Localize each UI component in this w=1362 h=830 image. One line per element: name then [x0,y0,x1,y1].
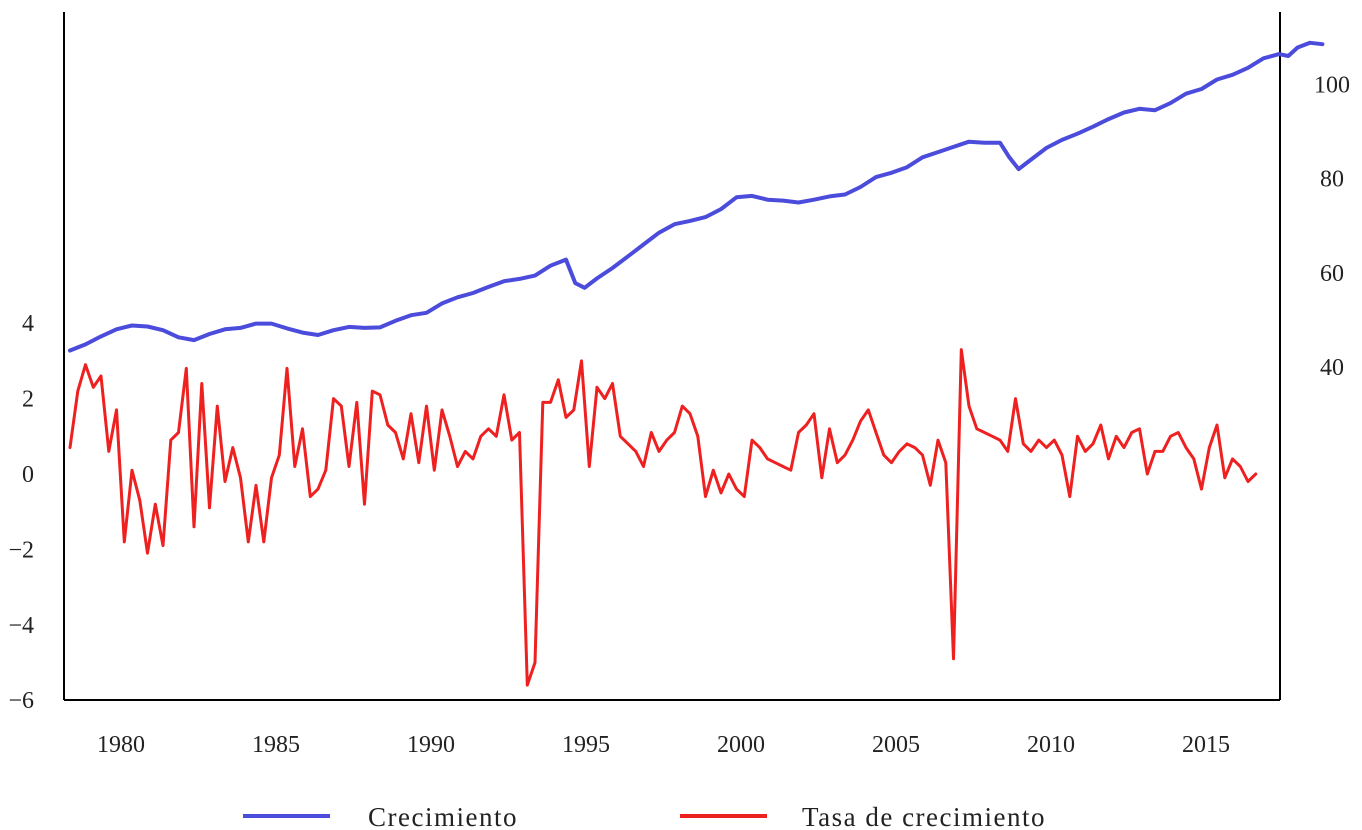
right-tick-label: 60 [1320,261,1344,287]
series-layer [68,40,1325,687]
x-tick-label: 1995 [562,732,610,758]
right-tick-label: 120 [1314,0,1350,4]
legend: Crecimiento Tasa de crecimiento [243,802,1046,830]
left-tick-label: −2 [8,537,34,563]
legend-label: Tasa de crecimiento [802,802,1046,830]
right-tick-label: 80 [1320,167,1344,193]
x-tick-label: 1980 [97,732,145,758]
legend-label: Crecimiento [368,802,518,830]
left-tick-label: 4 [22,311,34,337]
right-tick-label: 40 [1320,355,1344,381]
x-axis-ticks: 1980 1985 1990 1995 2000 2005 2010 2015 [97,732,1230,758]
series-line-tasa-de-crecimiento [68,348,1258,687]
x-tick-label: 1985 [252,732,300,758]
left-tick-label: 2 [22,387,34,413]
x-tick-label: 2000 [717,732,765,758]
x-tick-label: 2005 [872,732,920,758]
x-tick-label: 2010 [1027,732,1075,758]
left-tick-label: 0 [22,462,34,488]
left-axis-ticks: 4 2 0 −2 −4 −6 [8,311,34,714]
left-tick-label: −4 [8,613,34,639]
series-line-crecimiento [68,40,1325,353]
right-tick-label: 100 [1314,72,1350,98]
left-tick-label: −6 [8,688,34,714]
x-tick-label: 1990 [407,732,455,758]
x-tick-label: 2015 [1182,732,1230,758]
right-axis-ticks: 120 100 80 60 40 [1314,0,1350,381]
